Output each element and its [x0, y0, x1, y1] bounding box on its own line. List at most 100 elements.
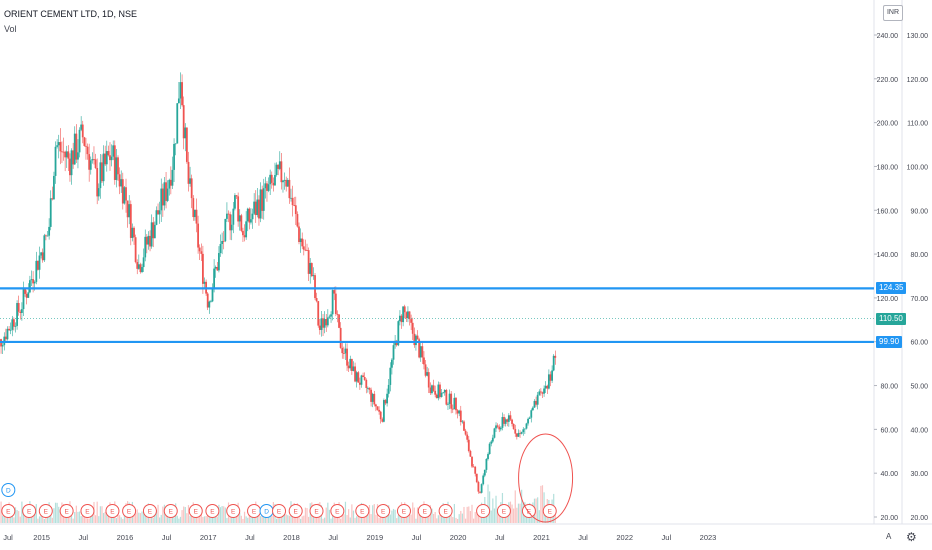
- event-marker-label: E: [210, 509, 215, 516]
- candle-body: [248, 208, 251, 223]
- candle-body: [546, 385, 549, 389]
- y-tick-label: 240.00: [877, 33, 899, 40]
- volume-bar: [516, 507, 518, 523]
- candle-body: [338, 314, 340, 328]
- candle-body: [469, 450, 472, 457]
- candle-body: [299, 238, 302, 243]
- volume-bar: [492, 498, 494, 523]
- candle-body: [49, 198, 52, 227]
- y2-tick-label: 70.00: [910, 296, 928, 303]
- volume-bar: [200, 508, 202, 523]
- volume-bar: [35, 504, 37, 523]
- y2-tick-label: 40.00: [910, 427, 928, 434]
- volume-bar: [173, 517, 175, 523]
- candle-body: [17, 303, 20, 312]
- event-marker-label: E: [548, 509, 553, 516]
- candle-body: [442, 392, 445, 394]
- candle-body: [450, 393, 453, 409]
- volume-bar: [277, 513, 279, 523]
- candle-body: [291, 197, 294, 206]
- volume-bar: [271, 515, 273, 523]
- volume-bar: [82, 509, 84, 523]
- candle-body: [4, 336, 7, 340]
- currency-button[interactable]: INR: [883, 5, 903, 21]
- candle-body: [383, 400, 385, 422]
- event-marker-label: E: [402, 509, 407, 516]
- candle-body: [192, 198, 195, 218]
- candle-body: [384, 400, 387, 404]
- volume-bar: [517, 503, 520, 523]
- volume-bar: [43, 518, 45, 523]
- candle-body: [195, 209, 198, 224]
- volume-bar: [75, 505, 77, 523]
- volume-bar: [160, 514, 162, 523]
- candle-body: [471, 456, 473, 467]
- candle-body: [69, 158, 71, 176]
- candle-body: [105, 151, 108, 165]
- volume-bar: [303, 515, 305, 523]
- candle-body: [6, 328, 9, 340]
- volume-bar: [279, 513, 281, 523]
- event-marker-label: D: [6, 488, 11, 495]
- candle-body: [96, 168, 99, 197]
- event-marker-label: E: [423, 509, 428, 516]
- candle-body: [152, 222, 155, 239]
- volume-bar: [456, 518, 459, 523]
- candle-body: [158, 210, 161, 215]
- volume-bar: [300, 518, 302, 523]
- volume-bar: [348, 509, 350, 523]
- last-price-label: 110.50: [876, 312, 906, 325]
- volume-bar: [437, 515, 439, 523]
- x-tick-label: 2016: [117, 533, 134, 542]
- volume-bar: [216, 516, 218, 523]
- candle-body: [91, 159, 94, 161]
- candle-body: [366, 387, 369, 389]
- x-tick-label: 2018: [283, 533, 300, 542]
- volume-bar: [324, 517, 326, 523]
- candle-body: [373, 393, 376, 405]
- candle-body: [499, 427, 502, 430]
- y-tick-label: 160.00: [877, 208, 899, 215]
- candle-body: [423, 357, 425, 365]
- earnings-marker: [476, 504, 491, 518]
- candle-body: [141, 267, 143, 273]
- volume-bar: [275, 518, 278, 523]
- candle-body: [517, 432, 520, 437]
- volume-bar: [489, 491, 491, 523]
- volume-bar: [16, 510, 18, 523]
- volume-bar: [444, 515, 446, 523]
- candle-body: [184, 127, 187, 139]
- candle-body: [149, 235, 151, 247]
- candle-body: [45, 235, 47, 237]
- volume-bar: [32, 514, 34, 523]
- symbol-title[interactable]: ORIENT CEMENT LTD, 1D, NSE: [4, 9, 138, 19]
- candle-body: [467, 439, 470, 451]
- candle-body: [322, 318, 324, 328]
- candle-body: [61, 151, 63, 153]
- volume-bar: [452, 517, 454, 523]
- gear-icon[interactable]: ⚙: [906, 530, 917, 544]
- volume-bar: [40, 510, 42, 523]
- volume-bar: [298, 513, 300, 523]
- candle-body: [99, 162, 102, 189]
- volume-bar: [519, 503, 521, 523]
- event-marker-label: E: [481, 509, 486, 516]
- volume-bar: [428, 511, 430, 523]
- auto-scale-button[interactable]: A: [886, 532, 892, 541]
- event-marker-label: E: [27, 509, 32, 516]
- candle-body: [113, 145, 116, 180]
- candle-body: [552, 355, 555, 371]
- volume-bar: [327, 502, 329, 523]
- candle-body: [362, 375, 364, 377]
- volume-bar: [74, 511, 76, 523]
- earnings-marker: [38, 504, 53, 518]
- candle-body: [464, 430, 467, 435]
- candle-body: [51, 198, 54, 200]
- candle-body: [102, 153, 105, 182]
- volume-bar: [168, 514, 170, 523]
- volume-bar: [322, 518, 324, 523]
- candle-body: [543, 388, 545, 394]
- volume-bar: [135, 513, 137, 523]
